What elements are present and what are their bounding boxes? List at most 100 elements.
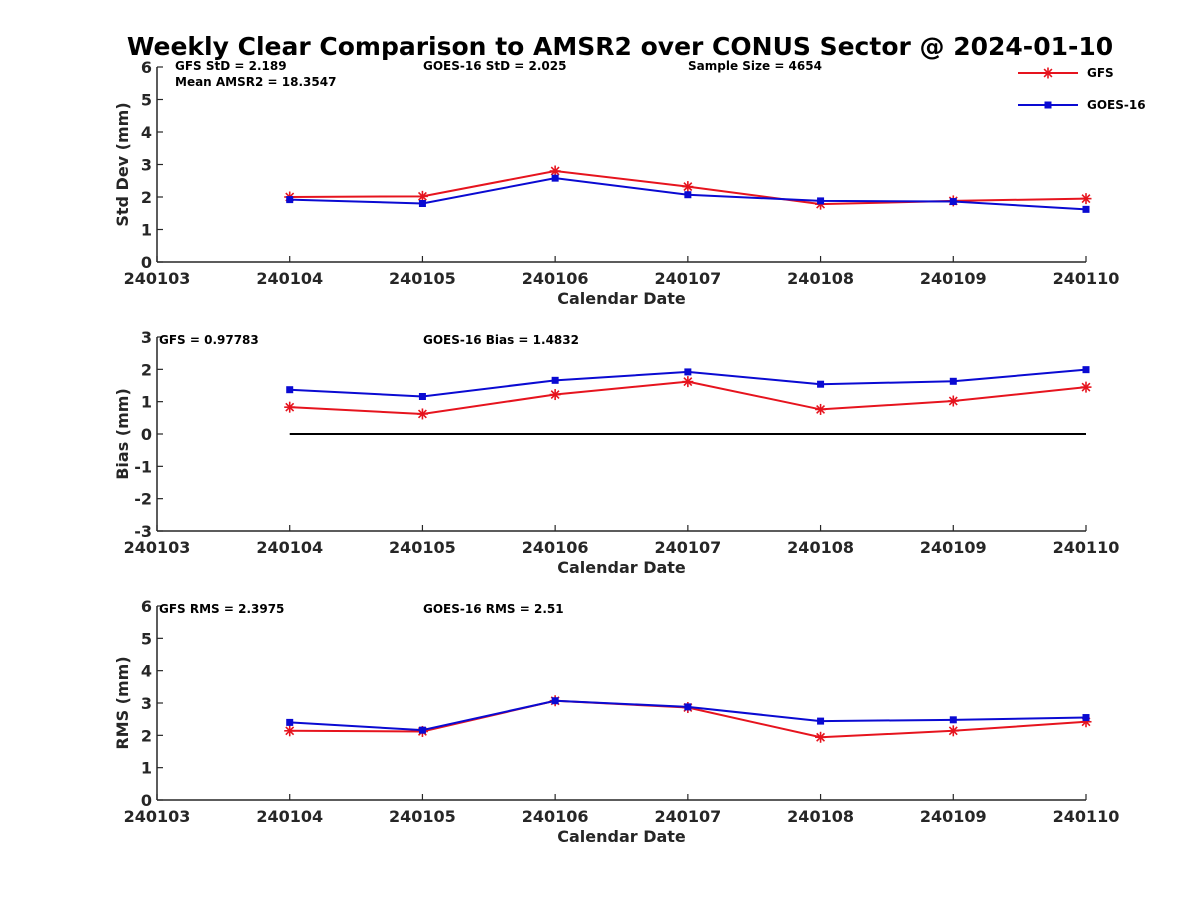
data-point <box>284 401 296 413</box>
x-tick-label: 240103 <box>124 807 191 826</box>
x-tick-label: 240104 <box>256 269 323 288</box>
y-tick-label: 2 <box>141 360 152 379</box>
legend-marker <box>1044 101 1052 109</box>
x-tick-label: 240108 <box>787 807 854 826</box>
legend-marker-stroke <box>1043 68 1053 78</box>
x-tick-label: 240110 <box>1053 807 1120 826</box>
subplot-2: -3 -2 -1 0 1 2 3 240103 240104 240105 240106 240107… <box>113 328 1119 577</box>
y-tick-label: 3 <box>141 328 152 347</box>
data-point-stroke <box>1081 194 1091 204</box>
data-point <box>286 196 294 204</box>
y-tick-label: 3 <box>141 156 152 175</box>
data-point <box>817 197 825 205</box>
data-point-stroke <box>285 402 295 412</box>
annotation-sample: Sample Size = 4654 <box>688 59 822 73</box>
subplot-1: 0 1 2 3 4 5 6 240103 240104 240105 240106 240107 240… <box>113 58 1119 308</box>
y-tick-label: 1 <box>141 393 152 412</box>
data-point <box>1080 193 1092 205</box>
annotation-goes: GOES-16 Bias = 1.4832 <box>423 333 579 347</box>
data-point <box>286 718 294 726</box>
x-tick-label: 240110 <box>1053 538 1120 557</box>
annotation-goes: GOES-16 RMS = 2.51 <box>423 602 564 616</box>
x-tick-label: 240109 <box>920 807 987 826</box>
data-point <box>817 717 825 725</box>
legend-entry-goes-16: GOES-16 <box>1018 98 1146 112</box>
annotation-mean: Mean AMSR2 = 18.3547 <box>175 75 336 89</box>
y-tick-label: 6 <box>141 597 152 616</box>
data-point <box>551 174 559 182</box>
legend-entry-gfs: GFS <box>1018 66 1114 80</box>
y-tick-label: 0 <box>141 425 152 444</box>
data-point <box>684 191 692 199</box>
data-point <box>549 389 561 401</box>
data-point <box>418 392 426 400</box>
x-tick-label: 240108 <box>787 269 854 288</box>
x-tick-label: 240103 <box>124 538 191 557</box>
y-tick-label: 2 <box>141 726 152 745</box>
chart-title: Weekly Clear Comparison to AMSR2 over CO… <box>127 32 1113 61</box>
annotation-gfs: GFS = 0.97783 <box>159 333 259 347</box>
data-point-stroke <box>683 377 693 387</box>
legend: GFS GOES-16 <box>1018 66 1146 112</box>
data-point-stroke <box>948 726 958 736</box>
x-tick-label: 240104 <box>256 538 323 557</box>
legend-label: GFS <box>1087 66 1114 80</box>
x-tick-label: 240108 <box>787 538 854 557</box>
x-tick-label: 240103 <box>124 269 191 288</box>
y-tick-label: 0 <box>141 253 152 272</box>
data-point <box>949 198 957 206</box>
data-point <box>551 697 559 705</box>
series-goes-16 <box>286 174 1090 213</box>
data-point <box>947 395 959 407</box>
x-tick-label: 240109 <box>920 269 987 288</box>
data-point-stroke <box>683 182 693 192</box>
y-tick-label: 3 <box>141 694 152 713</box>
y-tick-label: 5 <box>141 629 152 648</box>
data-point <box>815 403 827 415</box>
data-point-stroke <box>948 396 958 406</box>
data-point <box>549 165 561 177</box>
data-point-stroke <box>417 409 427 419</box>
series-gfs <box>284 376 1092 420</box>
data-point <box>947 725 959 737</box>
x-tick-label: 240105 <box>389 538 456 557</box>
data-point <box>817 380 825 388</box>
data-point <box>684 703 692 711</box>
data-point <box>684 368 692 376</box>
y-axis-label: Bias (mm) <box>113 388 132 480</box>
data-point <box>815 731 827 743</box>
subplot-3: 0 1 2 3 4 5 6 240103 240104 240105 240106 240107 240… <box>113 597 1119 846</box>
y-tick-label: -3 <box>134 522 152 541</box>
legend-label: GOES-16 <box>1087 98 1146 112</box>
data-point <box>1082 366 1090 374</box>
y-tick-label: 0 <box>141 791 152 810</box>
data-point <box>682 376 694 388</box>
x-tick-label: 240106 <box>522 269 589 288</box>
y-tick-label: 4 <box>141 123 152 142</box>
annotation-gfs: GFS RMS = 2.3975 <box>159 602 284 616</box>
x-tick-label: 240109 <box>920 538 987 557</box>
y-tick-label: 1 <box>141 759 152 778</box>
data-point-stroke <box>1081 382 1091 392</box>
y-tick-label: 6 <box>141 58 152 77</box>
data-point <box>1080 381 1092 393</box>
y-axis-label: Std Dev (mm) <box>113 102 132 226</box>
data-point-stroke <box>550 166 560 176</box>
y-tick-label: 5 <box>141 91 152 110</box>
x-tick-label: 240104 <box>256 807 323 826</box>
data-point <box>418 726 426 734</box>
data-point <box>949 716 957 724</box>
data-point-stroke <box>550 390 560 400</box>
x-axis-label: Calendar Date <box>557 289 686 308</box>
x-tick-label: 240106 <box>522 538 589 557</box>
x-tick-label: 240105 <box>389 807 456 826</box>
data-point <box>284 725 296 737</box>
data-point-stroke <box>816 732 826 742</box>
y-axis-label: RMS (mm) <box>113 656 132 749</box>
x-tick-label: 240105 <box>389 269 456 288</box>
data-point <box>1082 205 1090 213</box>
data-point <box>286 386 294 394</box>
y-tick-label: 1 <box>141 221 152 240</box>
data-point-stroke <box>417 191 427 201</box>
